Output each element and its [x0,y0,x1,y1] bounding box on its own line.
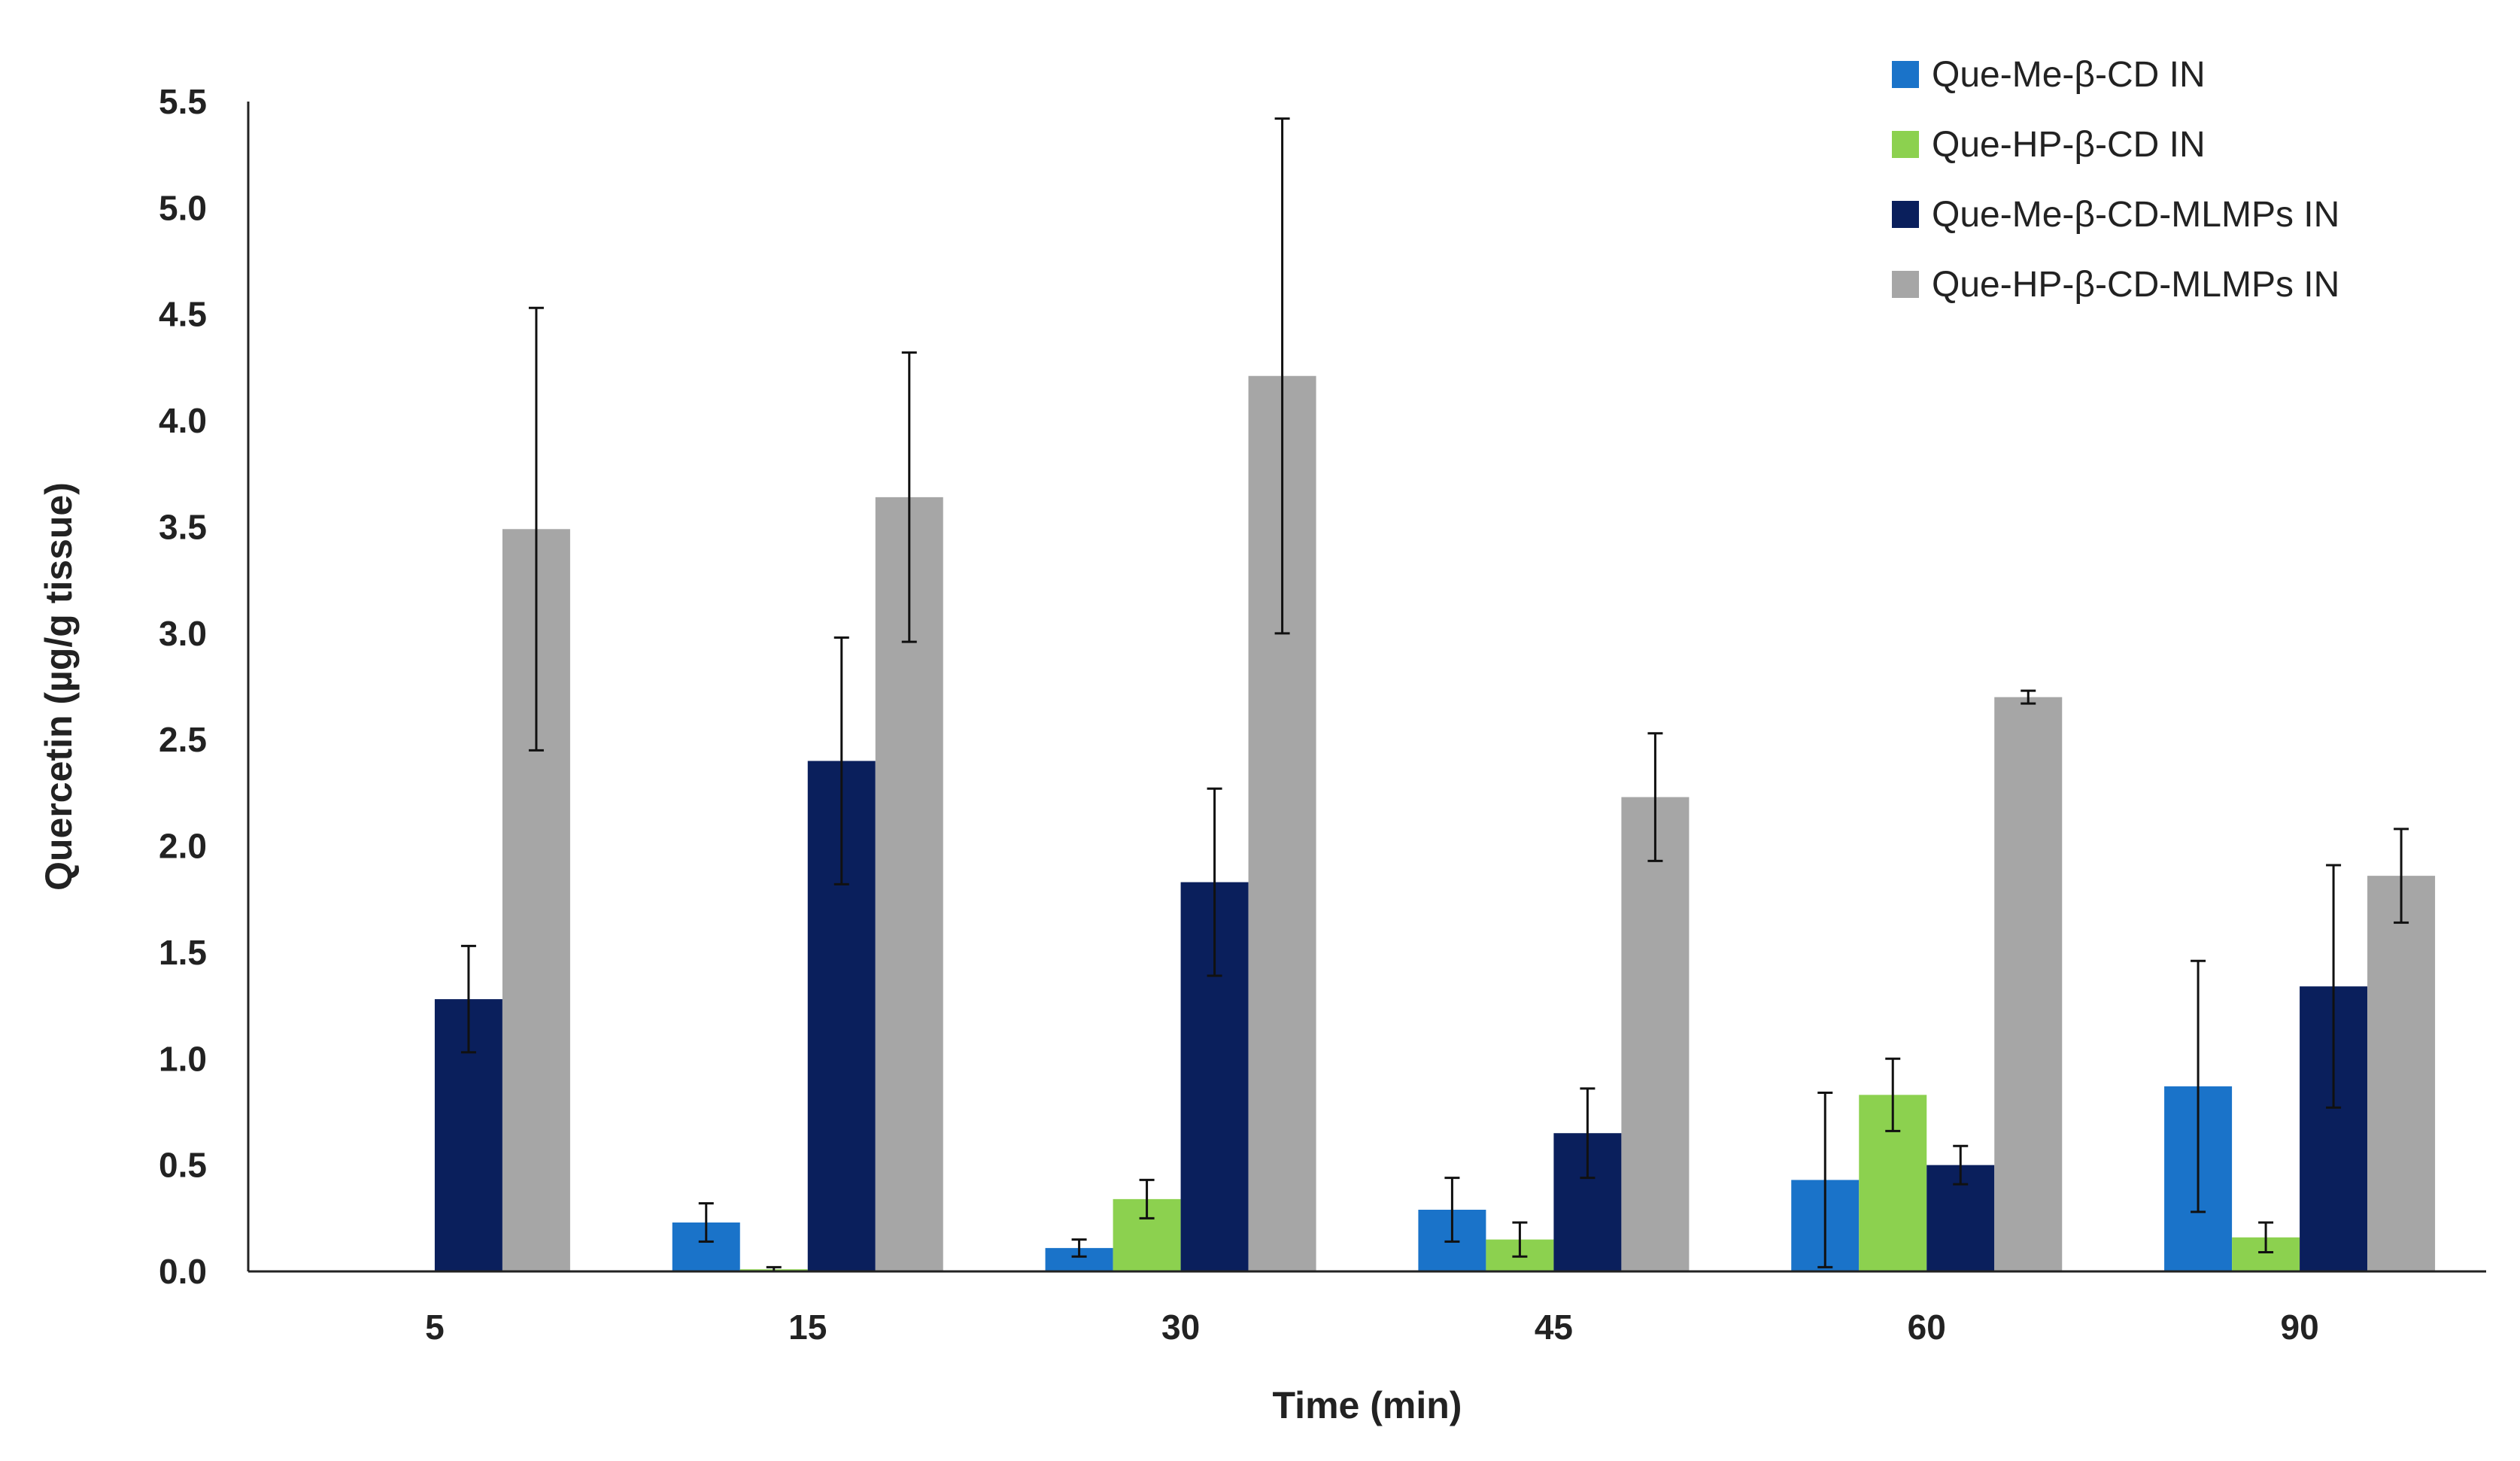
y-tick-label: 1.0 [159,1039,207,1078]
y-tick-label: 4.0 [159,401,207,440]
bar-90-4 [2367,876,2436,1271]
y-axis-ticks: 0.0 0.5 1.0 1.5 2.0 2.5 3.0 3.5 4.0 4.5 5.0 5.5 [159,82,207,1291]
legend-label: Que-Me-β-CD IN [1932,55,2206,95]
y-tick-label: 2.0 [159,827,207,866]
legend-label: Que-HP-β-CD-MLMPs IN [1932,265,2339,305]
x-tick-label: 90 [2280,1308,2318,1347]
y-tick-label: 5.0 [159,188,207,227]
legend-label: Que-HP-β-CD IN [1932,125,2206,165]
y-tick-label: 1.5 [159,933,207,972]
x-tick-label: 5 [425,1308,445,1347]
legend-swatch [1892,131,1919,158]
x-tick-label: 30 [1161,1308,1200,1347]
y-tick-label: 3.0 [159,614,207,653]
x-axis-title: Time (min) [1273,1384,1462,1426]
y-tick-label: 5.5 [159,82,207,121]
bar-60-4 [1994,697,2063,1271]
error-bars [460,117,2409,1273]
y-tick-label: 2.5 [159,720,207,759]
bar-45-4 [1621,797,1690,1271]
legend-label: Que-Me-β-CD-MLMPs IN [1932,195,2339,235]
y-tick-label: 4.5 [159,295,207,334]
x-tick-label: 45 [1535,1308,1573,1347]
y-tick-label: 0.0 [159,1252,207,1291]
legend-swatch [1892,271,1919,298]
x-tick-label: 60 [1908,1308,1946,1347]
legend-swatch [1892,61,1919,88]
y-axis-title: Quercetin (µg/g tissue) [38,482,80,891]
legend: Que-Me-β-CD IN Que-HP-β-CD IN Que-Me-β-CD-… [1892,55,2339,305]
x-axis-ticks: 5 15 30 45 60 90 [425,1308,2319,1347]
y-tick-label: 0.5 [159,1146,207,1185]
y-tick-label: 3.5 [159,507,207,546]
legend-swatch [1892,201,1919,228]
bars [434,375,2436,1272]
x-tick-label: 15 [788,1308,827,1347]
